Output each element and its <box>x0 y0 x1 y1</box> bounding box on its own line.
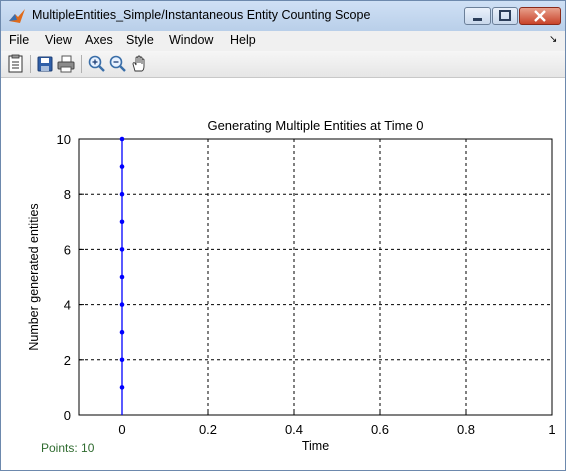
toolbar-separator <box>30 55 31 73</box>
window-title: MultipleEntities_Simple/Instantaneous En… <box>32 8 371 22</box>
parameters-button[interactable] <box>6 54 26 74</box>
data-point[interactable] <box>119 164 125 169</box>
y-tick-label: 0 <box>64 408 71 423</box>
minimize-button[interactable] <box>464 7 491 25</box>
y-tick-label: 6 <box>64 242 71 257</box>
data-point[interactable] <box>119 219 125 225</box>
y-axis-label: Number generated entities <box>27 203 41 350</box>
menu-window[interactable]: Window <box>169 33 214 47</box>
x-axis-label: Time <box>302 439 329 453</box>
data-point[interactable] <box>119 302 125 307</box>
chart-title: Generating Multiple Entities at Time 0 <box>207 118 423 133</box>
menu-style[interactable]: Style <box>126 33 154 47</box>
menu-help[interactable]: Help <box>230 33 256 47</box>
pan-icon <box>132 55 145 72</box>
save-button[interactable] <box>35 54 55 74</box>
menu-view[interactable]: View <box>45 33 72 47</box>
title-bar[interactable]: MultipleEntities_Simple/Instantaneous En… <box>1 1 565 31</box>
axes-box[interactable] <box>78 138 553 416</box>
print-button[interactable] <box>56 54 76 74</box>
menu-bar: File View Axes Style Window Help ↘ <box>1 31 565 51</box>
menu-axes[interactable]: Axes <box>85 33 113 47</box>
save-icon <box>37 56 53 72</box>
data-point[interactable] <box>119 357 125 363</box>
data-point[interactable] <box>119 385 125 390</box>
data-point[interactable] <box>119 274 125 280</box>
data-point[interactable] <box>119 329 125 335</box>
menu-overflow-arrow[interactable]: ↘ <box>549 34 558 45</box>
x-tick-label: 1 <box>548 422 555 437</box>
data-point[interactable] <box>119 247 125 252</box>
matlab-logo-icon <box>9 9 25 23</box>
data-point[interactable] <box>119 136 125 142</box>
y-tick-label: 2 <box>64 353 71 368</box>
series-group <box>119 136 125 415</box>
x-tick-label: 0.4 <box>285 422 303 437</box>
toolbar-separator <box>81 55 82 73</box>
y-tick-label: 4 <box>64 298 71 313</box>
zoom-out-icon <box>109 55 126 72</box>
y-tick-label: 8 <box>64 187 71 202</box>
toolbar <box>1 51 565 78</box>
x-tick-label: 0.8 <box>457 422 475 437</box>
zoom-out-button[interactable] <box>108 54 128 74</box>
close-button[interactable] <box>519 7 561 25</box>
parameters-icon <box>8 54 23 73</box>
x-tick-label: 0 <box>118 422 125 437</box>
x-tick-label: 0.6 <box>371 422 389 437</box>
zoom-in-icon <box>88 55 105 72</box>
print-icon <box>57 55 75 73</box>
maximize-button[interactable] <box>492 7 518 25</box>
data-point[interactable] <box>119 191 125 197</box>
menu-file[interactable]: File <box>9 33 30 47</box>
minimize-icon <box>473 18 482 21</box>
figure-area: 0 0.2 0.4 0.6 0.8 1 0 2 4 6 8 10 Generating Multipl… <box>1 78 565 470</box>
x-tick-label: 0.2 <box>199 422 217 437</box>
zoom-in-button[interactable] <box>87 54 107 74</box>
close-icon <box>534 10 546 22</box>
maximize-icon <box>499 10 511 21</box>
grid-lines <box>79 139 552 415</box>
points-count: Points: 10 <box>41 441 95 455</box>
pan-button[interactable] <box>129 54 149 74</box>
y-tick-label: 10 <box>57 132 71 147</box>
